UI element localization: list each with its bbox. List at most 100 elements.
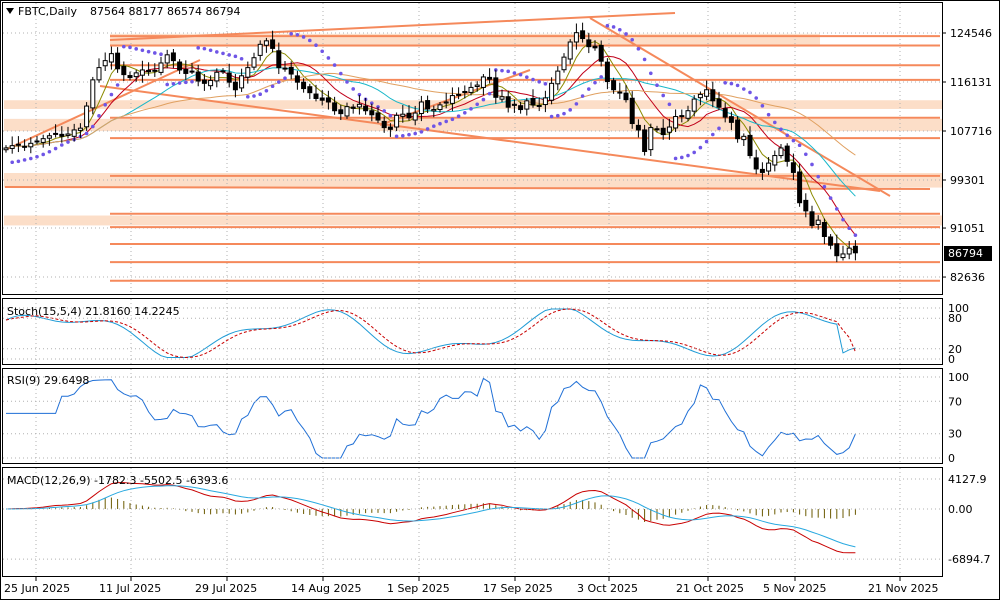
collapse-triangle-icon[interactable] [6,8,14,14]
candle [443,92,449,109]
candle [598,40,604,67]
candle-body [716,98,722,108]
stoch-level-label: 20 [948,343,962,356]
psar-dot [103,103,107,107]
psar-dot [215,50,219,54]
psar-dot [810,162,814,167]
candle-body [133,72,139,78]
psar-dot [258,92,263,97]
candle [400,105,406,123]
psar-dot [438,121,442,126]
stoch-level-label: 0 [948,353,955,366]
candle [828,234,834,250]
candle [34,135,40,145]
x-tick-label: 21 Oct 2025 [676,582,744,595]
psar-dot [562,111,566,116]
candle-body [803,199,809,212]
candle-body [375,112,381,121]
rsi-level-label: 30 [948,428,962,441]
psar-dot [779,127,783,132]
psar-dot [611,25,616,29]
candle-body [431,109,437,112]
psar-dot [444,119,449,124]
candle [232,74,238,98]
psar-dot [196,46,200,50]
ohlc-label: 87564 88177 86574 86794 [90,5,240,18]
candle-body [815,219,821,225]
psar-dot [754,96,758,100]
candle-body [604,61,610,83]
psar-dot [308,38,312,43]
psar-dot [785,133,789,138]
candle [747,126,753,159]
psar-dot [835,207,839,211]
candle [710,81,716,108]
psar-dot [357,92,362,97]
candle-body [766,162,772,172]
candle-body [201,79,207,84]
candle-body [580,30,586,40]
chart-header: FBTC,Daily 87564 88177 86574 86794 [6,5,240,18]
candle-body [555,70,561,85]
rsi-label: RSI(9) 29.6498 [7,374,89,387]
psar-dot [97,114,101,118]
candle [263,37,269,53]
candle-body [611,80,617,91]
psar-dot [828,196,833,200]
trendline [4,186,931,190]
rsi-pane[interactable] [2,368,943,464]
candle-body [350,106,356,109]
candle-body [394,114,400,128]
psar-dot [177,81,182,85]
psar-dot [425,127,430,131]
stoch-pane[interactable] [2,298,943,365]
x-tick-label: 29 Jul 2025 [195,582,257,595]
candle [418,95,424,122]
candle-body [567,41,573,60]
candle [573,23,579,50]
candle-body [325,97,331,103]
candle [270,30,276,53]
candle-body [834,243,840,257]
candle [852,240,858,261]
candle [177,59,183,75]
candle [623,84,629,103]
candle-body [487,76,493,80]
candle [288,61,294,80]
psar-dot [326,56,331,60]
candle [375,106,381,123]
candle-body [542,97,548,106]
macd-level-label: -6894.7 [948,553,990,566]
candle-body [561,56,567,71]
candle-body [313,93,319,99]
candle [220,67,226,75]
candle-body [127,75,133,79]
candle-body [102,60,108,67]
psar-dot [109,92,114,97]
psar-dot [742,87,746,91]
psar-dot [525,75,529,79]
psar-dot [227,53,231,57]
candle-body [728,116,734,123]
psar-dot [531,77,535,82]
candle [803,193,809,218]
candle [387,123,393,137]
candle [790,153,796,181]
candle-body [474,84,480,87]
candle-body [232,81,238,91]
last-price-tag: 86794 [944,246,992,261]
last-price-label: 86794 [948,247,983,260]
candle [666,118,672,140]
candle [325,90,331,110]
candle [381,116,387,133]
candle [356,95,362,115]
x-tick-label: 25 Jun 2025 [4,582,70,595]
candle-body [332,102,338,112]
candle [394,112,400,132]
candle [759,162,765,181]
candle-body [28,142,34,148]
candle [164,49,170,69]
candle-body [307,86,313,94]
candle [183,60,189,80]
